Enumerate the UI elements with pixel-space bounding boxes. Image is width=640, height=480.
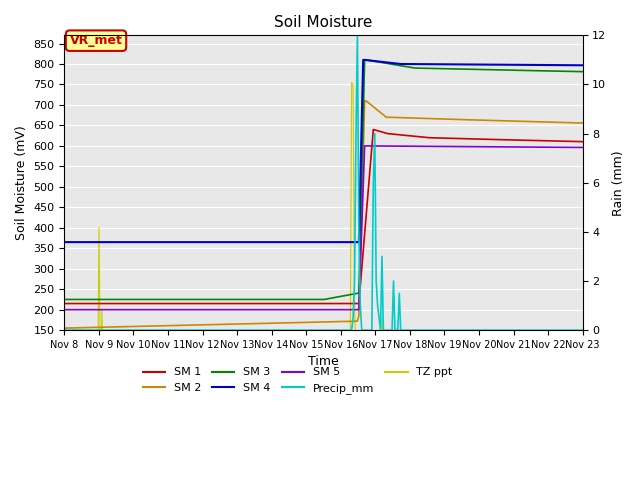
SM 1: [61, 300, 68, 306]
SM 5: [551, 144, 559, 150]
SM 5: [241, 307, 249, 312]
Line: SM 2: SM 2: [65, 101, 582, 328]
SM 1: [579, 139, 586, 144]
Precip_mm: [551, 327, 559, 333]
Precip_mm: [287, 327, 295, 333]
SM 5: [579, 144, 586, 150]
SM 2: [232, 321, 240, 327]
SM 5: [361, 143, 369, 149]
Line: SM 4: SM 4: [65, 60, 582, 242]
SM 4: [215, 239, 223, 245]
TZ ppt: [348, 80, 355, 85]
SM 3: [241, 297, 249, 302]
Precip_mm: [124, 327, 132, 333]
Line: TZ ppt: TZ ppt: [65, 83, 582, 392]
TZ ppt: [232, 389, 240, 395]
TZ ppt: [241, 389, 249, 395]
SM 2: [287, 320, 295, 325]
SM 3: [551, 68, 559, 74]
Precip_mm: [579, 327, 586, 333]
SM 5: [61, 307, 68, 312]
SM 3: [287, 297, 295, 302]
Precip_mm: [215, 327, 223, 333]
SM 4: [232, 239, 240, 245]
TZ ppt: [61, 389, 68, 395]
SM 3: [124, 297, 132, 302]
Y-axis label: Soil Moisture (mV): Soil Moisture (mV): [15, 125, 28, 240]
SM 5: [124, 307, 132, 312]
SM 2: [551, 120, 559, 125]
SM 5: [215, 307, 223, 312]
Legend: SM 1, SM 2, SM 3, SM 4, SM 5, Precip_mm, TZ ppt: SM 1, SM 2, SM 3, SM 4, SM 5, Precip_mm,…: [138, 363, 457, 398]
TZ ppt: [287, 389, 295, 395]
Line: SM 3: SM 3: [65, 60, 582, 300]
SM 1: [241, 300, 249, 306]
SM 3: [579, 69, 586, 74]
SM 2: [361, 98, 369, 104]
SM 3: [361, 57, 369, 63]
SM 4: [359, 57, 367, 63]
SM 1: [124, 300, 132, 306]
SM 1: [369, 127, 377, 132]
Title: Soil Moisture: Soil Moisture: [275, 15, 372, 30]
SM 2: [124, 324, 132, 329]
SM 4: [241, 239, 249, 245]
SM 5: [232, 307, 240, 312]
TZ ppt: [551, 389, 559, 395]
SM 2: [215, 322, 223, 327]
Precip_mm: [61, 327, 68, 333]
Y-axis label: Rain (mm): Rain (mm): [612, 150, 625, 216]
SM 3: [215, 297, 223, 302]
TZ ppt: [579, 389, 586, 395]
Line: SM 5: SM 5: [65, 146, 582, 310]
TZ ppt: [215, 389, 223, 395]
SM 4: [551, 62, 559, 68]
Line: SM 1: SM 1: [65, 130, 582, 303]
SM 3: [61, 297, 68, 302]
Line: Precip_mm: Precip_mm: [65, 36, 582, 330]
TZ ppt: [124, 389, 132, 395]
SM 2: [61, 325, 68, 331]
SM 4: [124, 239, 132, 245]
SM 4: [61, 239, 68, 245]
SM 1: [232, 300, 240, 306]
Precip_mm: [241, 327, 249, 333]
Text: VR_met: VR_met: [70, 34, 122, 47]
SM 4: [579, 62, 586, 68]
SM 4: [287, 239, 295, 245]
SM 3: [232, 297, 240, 302]
SM 5: [287, 307, 295, 312]
SM 1: [287, 300, 295, 306]
SM 1: [551, 138, 559, 144]
Precip_mm: [232, 327, 240, 333]
SM 2: [241, 321, 249, 327]
X-axis label: Time: Time: [308, 355, 339, 369]
SM 2: [579, 120, 586, 126]
Precip_mm: [353, 33, 361, 38]
SM 1: [215, 300, 223, 306]
